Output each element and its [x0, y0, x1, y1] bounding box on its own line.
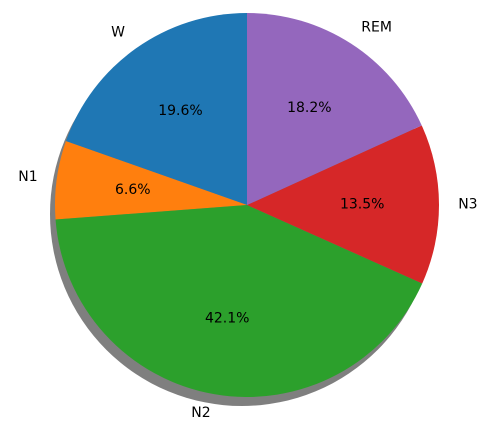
- slice-label-rem: REM: [361, 19, 392, 35]
- pct-label-n1: 6.6%: [115, 182, 151, 198]
- slice-label-n1: N1: [18, 169, 37, 185]
- slice-n2: [55, 205, 423, 398]
- labels-group: W 19.6% N1 6.6% N2 42.1% N3 13.5% REM 18.2%: [18, 19, 477, 421]
- slice-label-n3: N3: [458, 196, 477, 212]
- slice-w: [65, 13, 247, 205]
- pct-label-w: 19.6%: [158, 103, 202, 119]
- pct-label-rem: 18.2%: [287, 100, 331, 116]
- pct-label-n3: 13.5%: [340, 197, 384, 213]
- slice-label-w: W: [111, 25, 125, 41]
- slice-n1: [55, 141, 247, 220]
- slices-group: [55, 13, 440, 398]
- slice-n3: [247, 125, 440, 284]
- slice-rem: [247, 13, 422, 205]
- pct-label-n2: 42.1%: [205, 310, 249, 326]
- slice-label-n2: N2: [191, 405, 210, 421]
